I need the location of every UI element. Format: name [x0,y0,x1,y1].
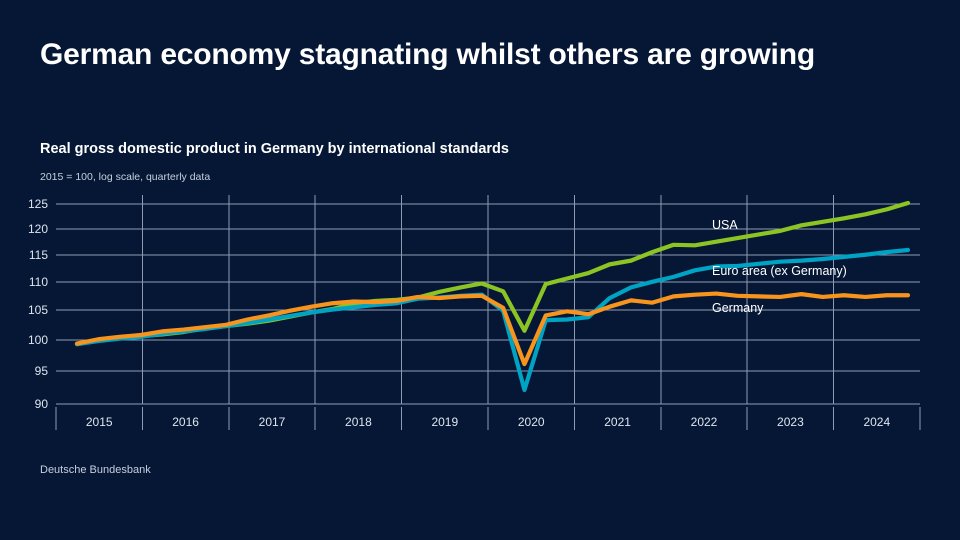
y-axis-tick-label: 90 [35,397,49,411]
y-axis-tick-label: 100 [28,333,48,347]
x-axis-tick-label: 2015 [86,415,113,429]
x-axis-tick-label: 2018 [345,415,372,429]
x-axis-tick-label: 2023 [777,415,804,429]
x-axis-tick-label: 2017 [259,415,286,429]
series-label-germany: Germany [712,301,764,315]
x-axis-tick-label: 2016 [172,415,199,429]
chart-note: 2015 = 100, log scale, quarterly data [40,171,211,183]
series-label-usa: USA [712,218,738,232]
page-title: German economy stagnating whilst others … [40,38,815,71]
x-axis-tick-label: 2022 [691,415,718,429]
y-axis-tick-label: 115 [29,248,48,262]
x-axis-tick-label: 2019 [431,415,458,429]
y-axis-tick-label: 125 [28,197,48,211]
series-line-germany [74,291,911,367]
chart-subtitle: Real gross domestic product in Germany b… [40,141,509,157]
series-label-euro-area-ex-germany: Euro area (ex Germany) [712,264,847,278]
x-axis-tick-label: 2020 [518,415,545,429]
y-axis-tick-label: 120 [28,222,48,236]
y-axis-tick-label: 95 [35,364,49,378]
source-note: Deutsche Bundesbank [40,464,151,476]
y-axis-tick-label: 105 [28,303,48,317]
y-axis-tick-label: 110 [29,275,48,289]
x-axis-tick-label: 2021 [604,415,631,429]
x-axis-tick-label: 2024 [863,415,890,429]
